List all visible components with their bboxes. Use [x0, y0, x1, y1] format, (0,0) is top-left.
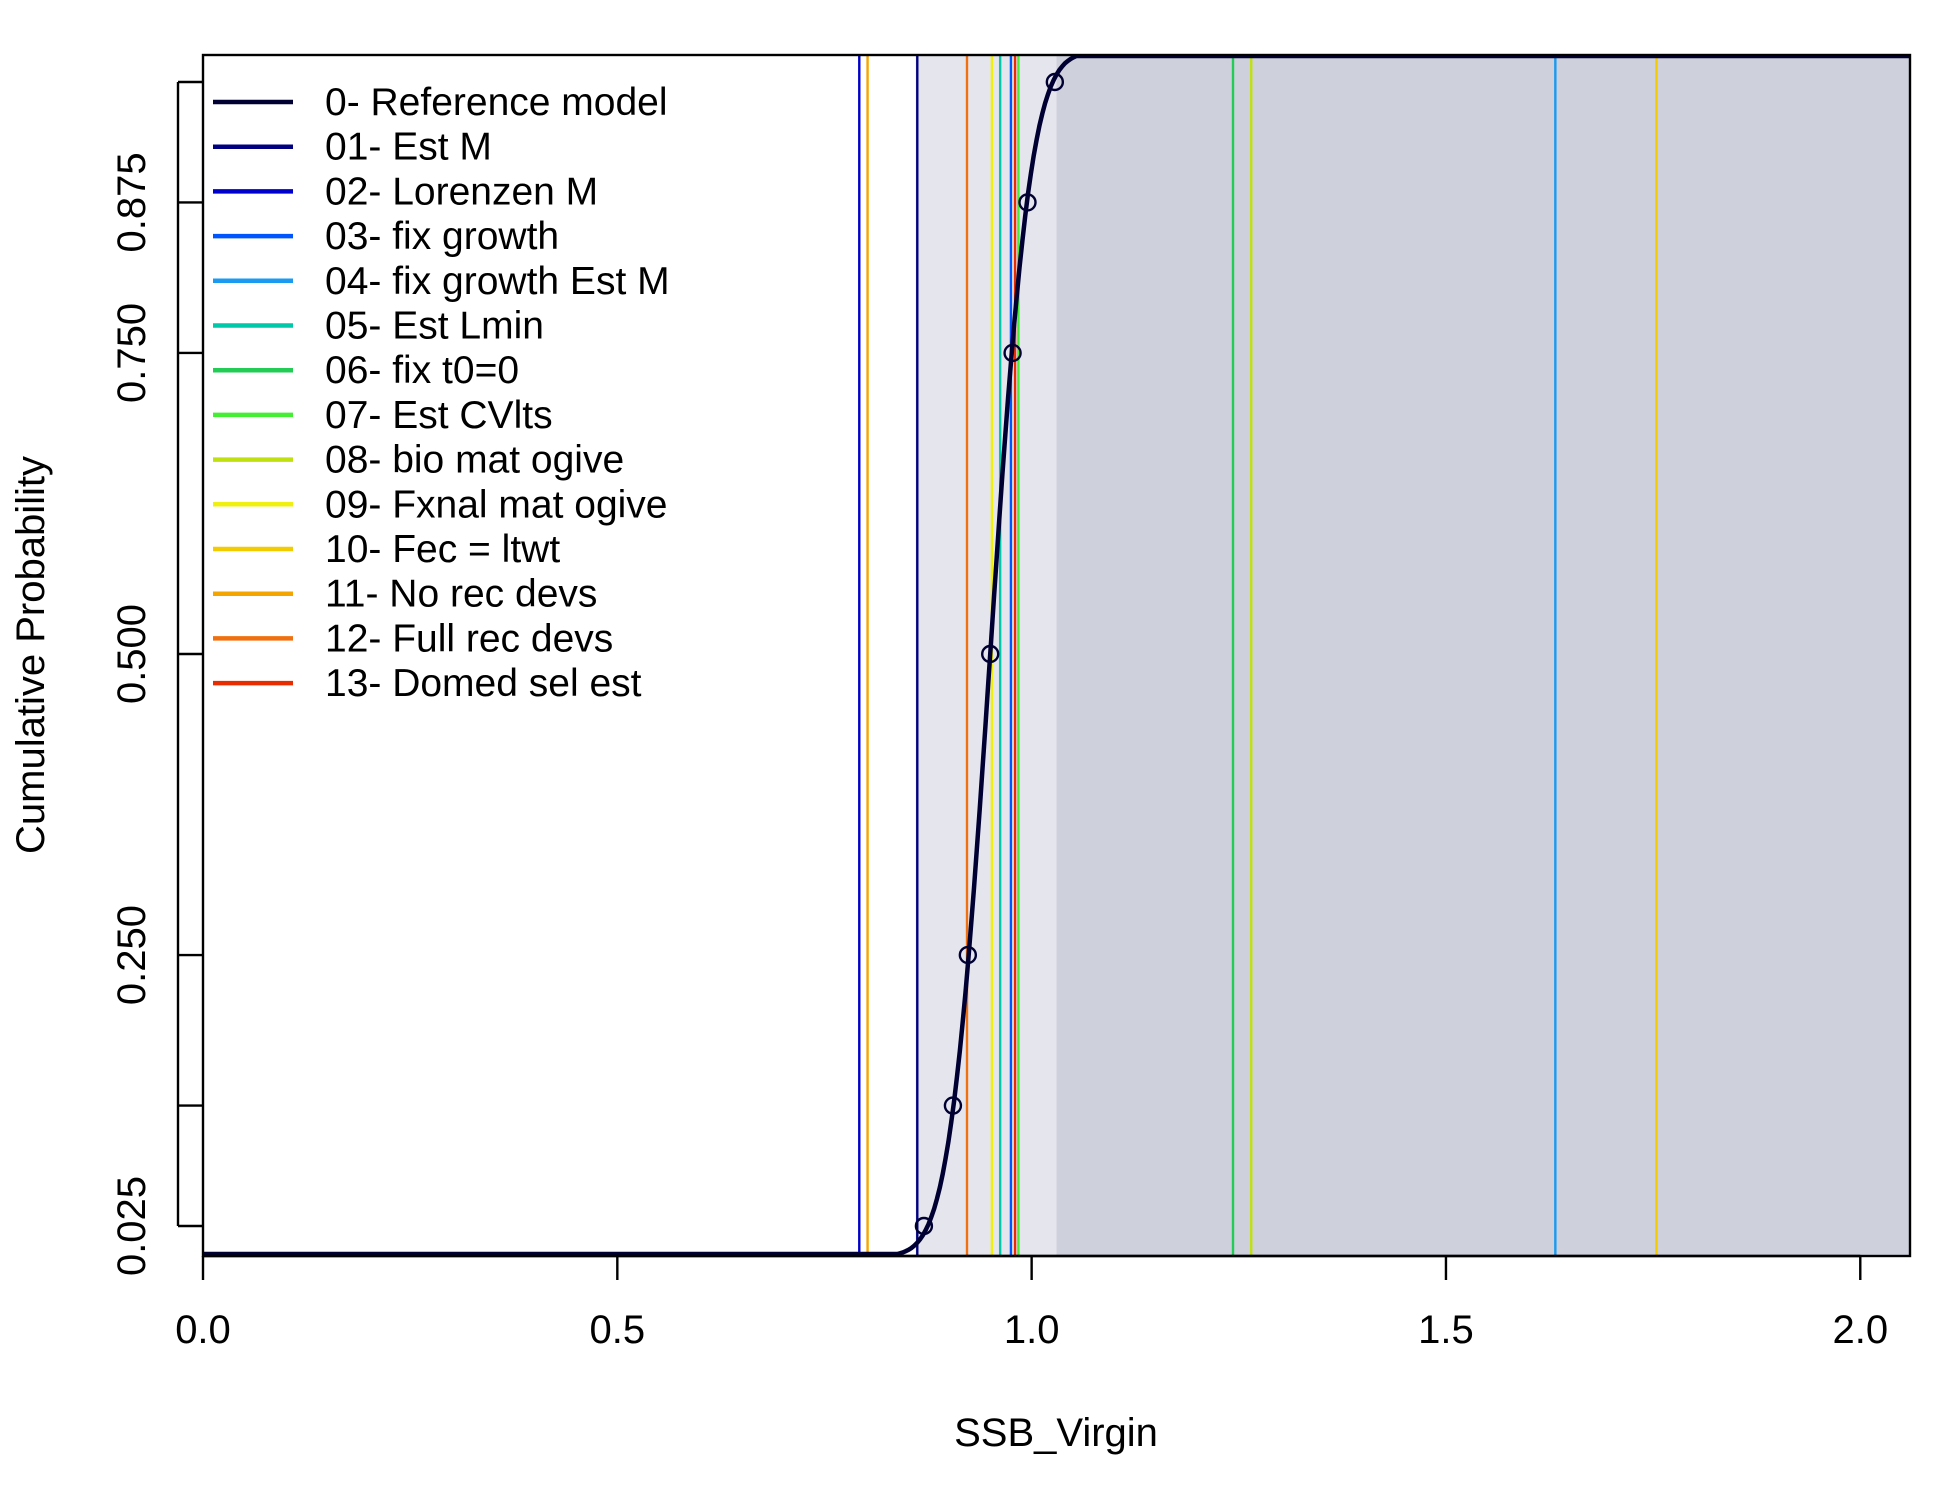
legend-label-13: 13- Domed sel est — [325, 662, 642, 705]
legend-label-10: 10- Fec = ltwt — [325, 528, 560, 571]
quantile-point-3 — [981, 644, 1000, 664]
interval-shading-light — [915, 55, 1057, 1256]
legend-label-12: 12- Full rec devs — [325, 617, 613, 660]
x-tick-label-1: 0.5 — [590, 1308, 646, 1352]
legend-label-6: 06- fix t0=0 — [325, 349, 519, 392]
quantile-point-1 — [943, 1096, 963, 1115]
quantile-point-4 — [1003, 343, 1022, 363]
quantile-point-5 — [1018, 193, 1037, 212]
legend-label-5: 05- Est Lmin — [325, 305, 544, 348]
y-axis-title: Cumulative Probability — [9, 456, 53, 854]
quantile-point-0 — [914, 1216, 934, 1236]
x-tick-label-4: 2.0 — [1832, 1308, 1888, 1352]
legend-label-1: 01- Est M — [325, 126, 492, 169]
x-tick-label-0: 0.0 — [175, 1308, 231, 1352]
y-axis: 0.025 0.250 0.500 0.750 0.875 — [110, 80, 203, 1276]
legend-label-11: 11- No rec devs — [325, 573, 597, 616]
y-tick-label-3: 0.750 — [110, 303, 154, 403]
probability-shading — [915, 55, 1910, 1256]
legend-label-2: 02- Lorenzen M — [325, 170, 598, 213]
legend-label-3: 03- fix growth — [325, 215, 559, 258]
legend-label-7: 07- Est CVlts — [325, 394, 553, 437]
quantile-points — [914, 72, 1065, 1236]
model-estimate-lines — [858, 55, 1658, 1256]
legend-label-4: 04- fix growth Est M — [325, 260, 670, 303]
y-tick-label-2: 0.500 — [110, 604, 154, 704]
y-tick-label-0: 0.025 — [110, 1176, 154, 1276]
x-tick-label-3: 1.5 — [1418, 1308, 1474, 1352]
x-axis-title: SSB_Virgin — [954, 1411, 1158, 1455]
legend-label-8: 08- bio mat ogive — [325, 439, 624, 482]
quantile-point-2 — [958, 945, 978, 965]
interval-shading-dark — [1056, 55, 1910, 1256]
y-tick-label-1: 0.250 — [110, 905, 154, 1005]
legend-label-0: 0- Reference model — [325, 81, 668, 124]
quantile-point-6 — [1045, 72, 1065, 92]
x-tick-label-2: 1.0 — [1004, 1308, 1060, 1352]
x-axis: 0.0 0.5 1.0 1.5 2.0 — [175, 1254, 1888, 1352]
legend-label-9: 09- Fxnal mat ogive — [325, 483, 668, 526]
y-tick-label-4: 0.875 — [110, 152, 154, 252]
